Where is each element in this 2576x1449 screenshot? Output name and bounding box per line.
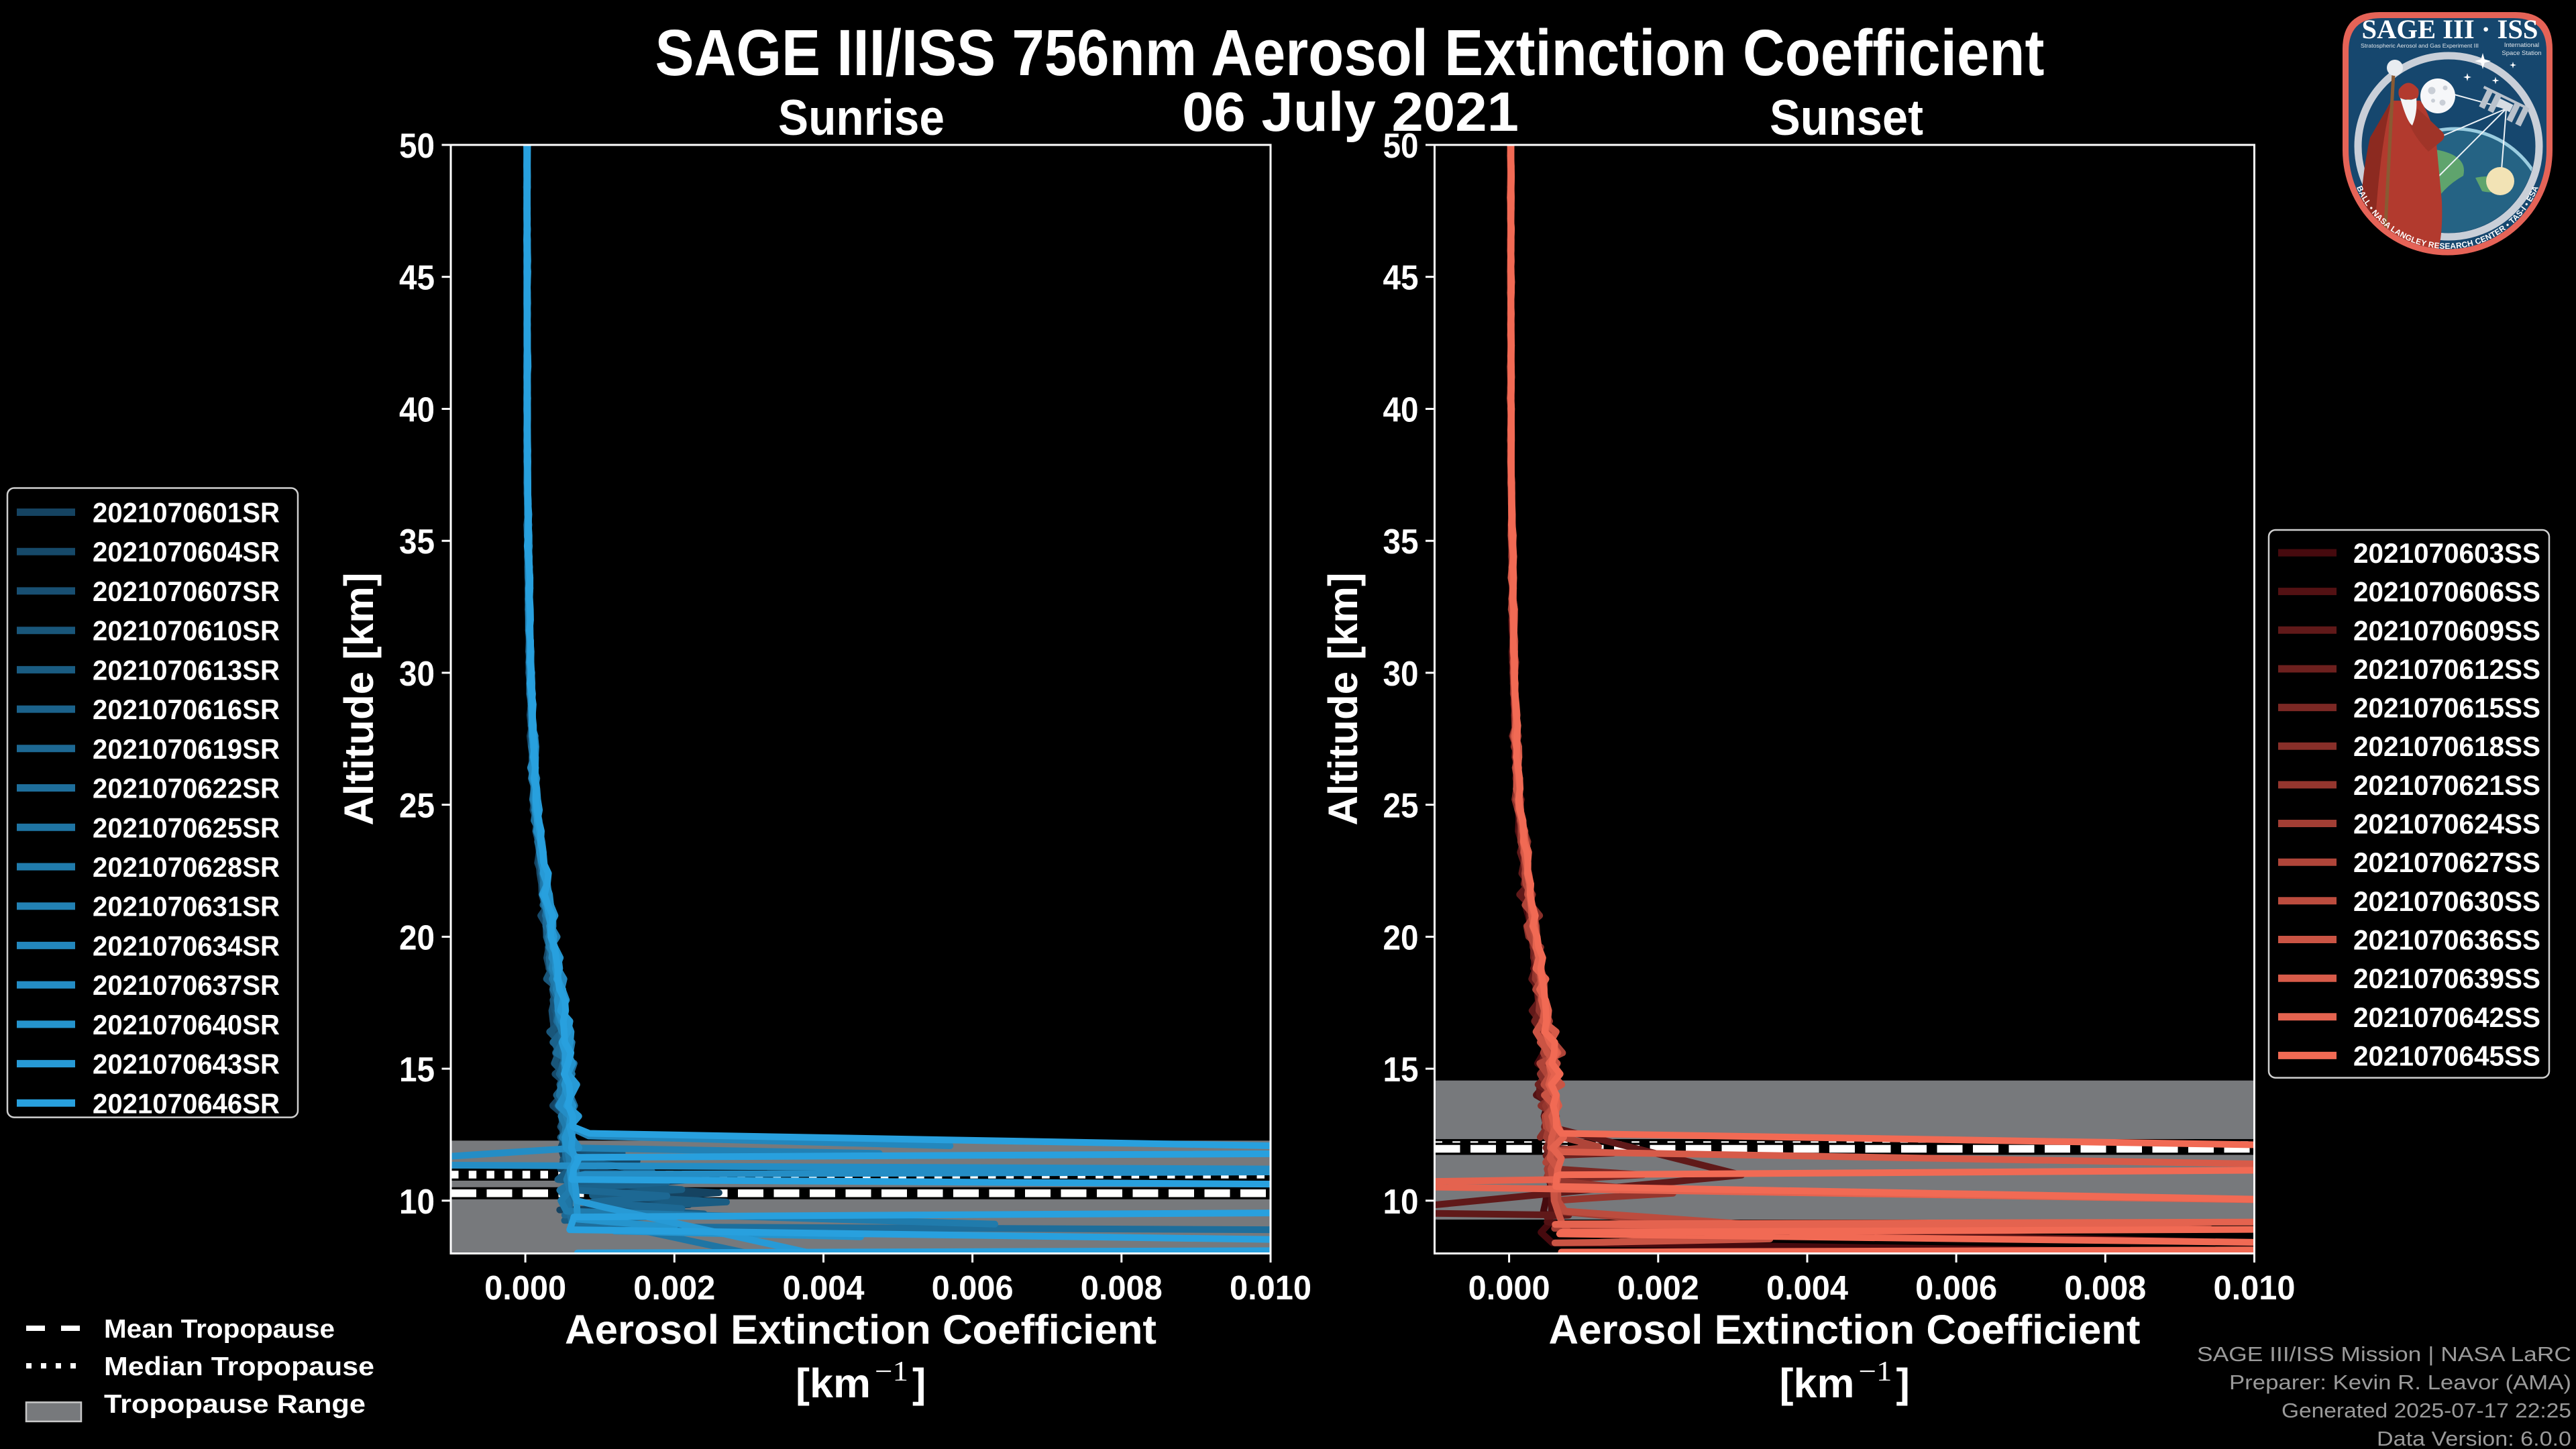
svg-text:2021070610SR: 2021070610SR	[93, 615, 280, 647]
svg-text:Aerosol Extinction Coefficient: Aerosol Extinction Coefficient	[565, 1307, 1157, 1352]
svg-text:2021070628SR: 2021070628SR	[93, 851, 280, 883]
svg-text:0.002: 0.002	[1617, 1269, 1699, 1307]
svg-text:2021070607SR: 2021070607SR	[93, 576, 280, 607]
svg-text:20: 20	[399, 918, 435, 957]
svg-text:]: ]	[1896, 1360, 1910, 1406]
svg-text:2021070646SR: 2021070646SR	[93, 1087, 280, 1119]
svg-text:2021070636SS: 2021070636SS	[2353, 924, 2540, 956]
svg-text:Sunset: Sunset	[1770, 89, 1923, 146]
svg-text:0.010: 0.010	[1230, 1269, 1311, 1307]
svg-text:2021070624SS: 2021070624SS	[2353, 808, 2540, 840]
svg-text:0.004: 0.004	[783, 1269, 865, 1307]
svg-text:2021070625SR: 2021070625SR	[93, 812, 280, 843]
svg-text:0.000: 0.000	[484, 1269, 566, 1307]
svg-text:Sunrise: Sunrise	[778, 89, 945, 146]
svg-text:2021070613SR: 2021070613SR	[93, 654, 280, 686]
svg-text:50: 50	[1383, 127, 1419, 166]
svg-text:0.008: 0.008	[2064, 1269, 2146, 1307]
svg-text:0.008: 0.008	[1081, 1269, 1163, 1307]
svg-text:2021070622SR: 2021070622SR	[93, 773, 280, 804]
svg-text:15: 15	[1383, 1051, 1419, 1089]
svg-text:Data Version: 6.0.0: Data Version: 6.0.0	[2377, 1427, 2571, 1449]
svg-text:0.006: 0.006	[932, 1269, 1014, 1307]
svg-text:Space Station: Space Station	[2502, 50, 2541, 57]
svg-text:30: 30	[399, 655, 435, 694]
svg-text:15: 15	[399, 1051, 435, 1089]
svg-text:2021070642SS: 2021070642SS	[2353, 1002, 2540, 1033]
svg-text:SAGE III/ISS 756nm Aerosol Ext: SAGE III/ISS 756nm Aerosol Extinction Co…	[655, 16, 2045, 89]
svg-text:SAGE III · ISS: SAGE III · ISS	[2362, 14, 2538, 44]
svg-text:−1: −1	[875, 1356, 908, 1387]
svg-text:2021070627SS: 2021070627SS	[2353, 847, 2540, 878]
svg-text:2021070618SS: 2021070618SS	[2353, 731, 2540, 762]
svg-text:Stratospheric Aerosol and Gas: Stratospheric Aerosol and Gas Experiment…	[2361, 42, 2479, 49]
svg-text:30: 30	[1383, 655, 1419, 694]
svg-text:[km: [km	[796, 1360, 871, 1406]
svg-text:0.000: 0.000	[1468, 1269, 1550, 1307]
svg-text:35: 35	[1383, 523, 1419, 561]
svg-text:2021070640SR: 2021070640SR	[93, 1009, 280, 1040]
svg-text:Altitude [km]: Altitude [km]	[336, 573, 382, 826]
svg-text:[km: [km	[1780, 1360, 1855, 1406]
svg-text:Tropopause Range: Tropopause Range	[104, 1390, 366, 1419]
svg-text:2021070634SR: 2021070634SR	[93, 930, 280, 961]
svg-text:2021070645SS: 2021070645SS	[2353, 1040, 2540, 1071]
svg-text:40: 40	[399, 391, 435, 430]
svg-text:2021070615SS: 2021070615SS	[2353, 692, 2540, 724]
svg-text:35: 35	[399, 523, 435, 561]
svg-text:Mean Tropopause: Mean Tropopause	[104, 1315, 335, 1344]
svg-text:Altitude [km]: Altitude [km]	[1320, 573, 1366, 826]
svg-text:−1: −1	[1859, 1356, 1892, 1387]
svg-text:2021070604SR: 2021070604SR	[93, 536, 280, 568]
svg-text:2021070639SS: 2021070639SS	[2353, 963, 2540, 994]
svg-text:2021070612SS: 2021070612SS	[2353, 653, 2540, 685]
svg-text:2021070601SR: 2021070601SR	[93, 497, 280, 529]
svg-text:10: 10	[399, 1183, 435, 1222]
svg-text:Generated 2025-07-17 22:25: Generated 2025-07-17 22:25	[2282, 1399, 2571, 1422]
svg-text:20: 20	[1383, 918, 1419, 957]
svg-text:2021070616SR: 2021070616SR	[93, 694, 280, 725]
svg-text:0.006: 0.006	[1915, 1269, 1997, 1307]
svg-text:0.010: 0.010	[2214, 1269, 2296, 1307]
svg-text:45: 45	[399, 259, 435, 298]
svg-text:Preparer: Kevin R. Leavor (AMA: Preparer: Kevin R. Leavor (AMA)	[2229, 1371, 2571, 1394]
svg-text:50: 50	[399, 127, 435, 166]
svg-text:45: 45	[1383, 259, 1419, 298]
svg-text:2021070621SS: 2021070621SS	[2353, 769, 2540, 801]
svg-text:Aerosol Extinction Coefficient: Aerosol Extinction Coefficient	[1549, 1307, 2141, 1352]
svg-text:0.004: 0.004	[1766, 1269, 1849, 1307]
svg-text:2021070609SS: 2021070609SS	[2353, 614, 2540, 646]
svg-text:2021070637SR: 2021070637SR	[93, 969, 280, 1001]
svg-text:25: 25	[399, 787, 435, 826]
svg-text:Median Tropopause: Median Tropopause	[104, 1352, 374, 1381]
svg-text:International: International	[2504, 42, 2539, 49]
svg-text:40: 40	[1383, 391, 1419, 430]
svg-text:25: 25	[1383, 787, 1419, 826]
svg-text:2021070606SS: 2021070606SS	[2353, 576, 2540, 608]
svg-text:06 July 2021: 06 July 2021	[1182, 80, 1519, 143]
svg-text:2021070630SS: 2021070630SS	[2353, 885, 2540, 917]
svg-text:2021070631SR: 2021070631SR	[93, 891, 280, 922]
svg-text:10: 10	[1383, 1183, 1419, 1222]
svg-text:2021070643SR: 2021070643SR	[93, 1049, 280, 1080]
svg-text:]: ]	[912, 1360, 926, 1406]
svg-text:2021070619SR: 2021070619SR	[93, 733, 280, 765]
svg-text:SAGE III/ISS Mission | NASA La: SAGE III/ISS Mission | NASA LaRC	[2197, 1342, 2571, 1366]
svg-text:2021070603SS: 2021070603SS	[2353, 537, 2540, 569]
svg-text:0.002: 0.002	[633, 1269, 715, 1307]
